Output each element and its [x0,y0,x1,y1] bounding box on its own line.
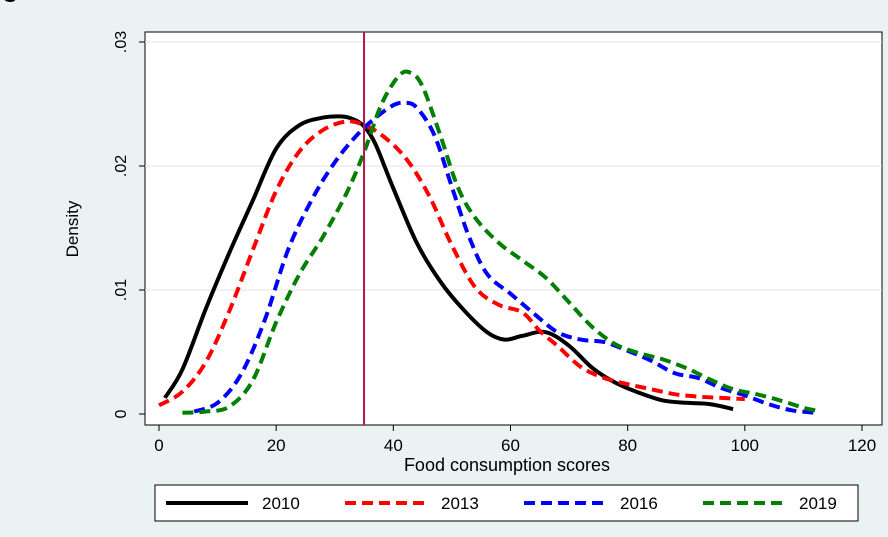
legend-label-2013: 2013 [441,494,479,513]
series-line-2013 [157,119,745,408]
plot-area [144,31,883,426]
x-tick-label: 0 [154,436,163,455]
axes: 0 .01 .02 .03 0 20 40 60 80 100 120 [113,31,876,455]
y-tick-label: .01 [113,279,130,301]
x-tick-label: 20 [267,436,286,455]
legend: 2010 2013 2016 2019 [166,494,837,513]
series-line-2010 [163,114,734,411]
top-caption-fragment: g [2,0,19,3]
x-tick-label: 60 [501,436,520,455]
legend-box [154,484,859,522]
legend-label-2010: 2010 [262,494,300,513]
y-tick-label: .03 [113,31,130,53]
x-axis-label: Food consumption scores [404,455,610,475]
series-line-2016 [193,100,816,415]
x-tick-label: 80 [618,436,637,455]
x-tick-label: 120 [848,436,876,455]
legend-label-2016: 2016 [620,494,658,513]
x-tick-label: 100 [731,436,759,455]
y-axis-label: Density [63,200,82,257]
y-tick-label: .02 [113,155,130,177]
x-tick-label: 40 [384,436,403,455]
series-lines [157,69,816,415]
y-tick-label: 0 [113,409,130,418]
legend-label-2019: 2019 [799,494,837,513]
series-line-2019 [182,69,816,415]
